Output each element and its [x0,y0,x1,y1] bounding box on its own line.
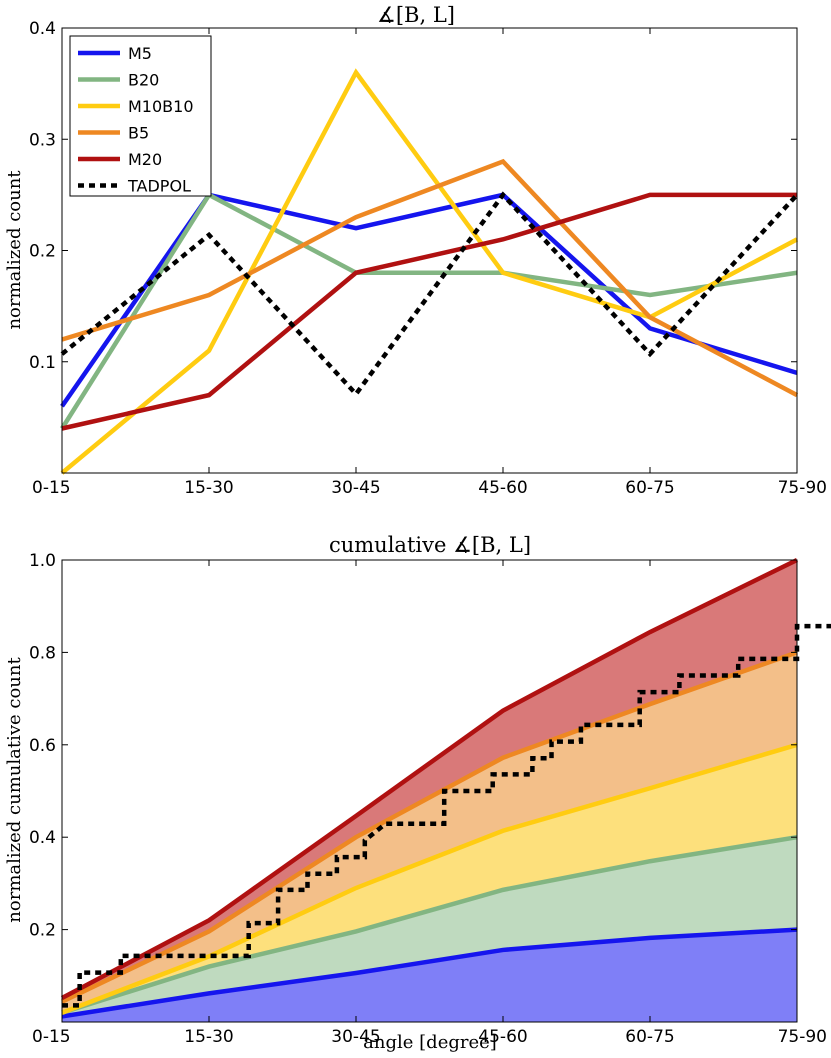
top-x-tick-label: 15-30 [184,478,233,498]
bottom-y-tick-label: 0.8 [29,643,56,663]
top-y-tick-labels: 0.1 0.2 0.3 0.4 [29,19,56,373]
top-plot-frame [61,27,798,474]
area-m5 [62,929,797,1022]
top-y-axis-label: normalized count [4,170,25,330]
bottom-series-m20 [60,557,798,1000]
legend-label-m5: M5 [128,44,152,63]
legend: M5 B20 M10B10 B5 M20 TADPOL [69,35,212,197]
top-y-tick-label: 0.4 [29,19,56,39]
top-series-lines [60,68,799,475]
legend-label-b5: B5 [128,124,149,143]
bottom-tadpol-step [62,623,831,1008]
bottom-x-tick-label: 60-75 [625,1027,674,1047]
legend-label-m20: M20 [128,150,162,169]
top-y-tick-label: 0.2 [29,242,56,262]
top-x-tick-label: 45-60 [478,478,527,498]
top-chart-title: ∡[B, L] [377,3,455,27]
top-series-tadpol [60,191,799,398]
top-x-tick-label: 60-75 [625,478,674,498]
bottom-series-b5 [61,650,798,1004]
bottom-x-tick-labels: 0-15 15-30 30-45 45-60 60-75 75-90 [32,1027,827,1047]
bottom-y-tick-labels: 0.2 0.4 0.6 0.8 1.0 [29,551,56,941]
bottom-y-tick-label: 0.4 [29,828,56,848]
bottom-x-tick-label: 15-30 [184,1027,233,1047]
bottom-area-chart: cumulative ∡[B, L] normalized cumulative… [4,533,831,1053]
bottom-stacked-areas [62,560,797,1022]
top-x-tick-label: 75-90 [778,478,827,498]
bottom-y-tick-label: 0.2 [29,921,56,941]
top-series-m5 [60,192,798,408]
area-m20 [62,560,797,1002]
top-x-tick-labels: 0-15 15-30 30-45 45-60 60-75 75-90 [32,478,827,498]
bottom-y-tick-label: 1.0 [29,551,56,571]
top-series-m20 [61,192,797,431]
bottom-series-tadpol [62,623,831,1008]
legend-label-b20: B20 [128,71,159,90]
area-m10b10 [62,744,797,1013]
legend-frame [69,35,212,197]
bottom-series-m5 [61,927,798,1019]
area-b5 [62,652,797,1013]
top-series-m10b10 [60,68,799,475]
bottom-x-tick-label: 0-15 [32,1027,71,1047]
bottom-chart-title: cumulative ∡[B, L] [329,533,531,557]
area-b20 [62,837,797,1017]
bottom-y-tick-label: 0.6 [29,736,56,756]
top-series-b20 [60,191,798,430]
top-x-tick-label: 30-45 [331,478,380,498]
bottom-x-tick-label: 45-60 [478,1027,527,1047]
top-y-tick-label: 0.1 [29,353,56,373]
legend-label-m10b10: M10B10 [128,97,194,116]
bottom-x-axis-label: angle [degree] [363,1032,497,1053]
bottom-x-tick-label: 30-45 [331,1027,380,1047]
top-line-chart: ∡[B, L] normalized count 0-15 15-30 30-45 4… [4,3,827,498]
legend-label-tadpol: TADPOL [127,177,191,196]
bottom-series-b20 [61,834,798,1015]
top-x-tick-label: 0-15 [32,478,71,498]
bottom-y-axis-label: normalized cumulative count [4,657,25,923]
bottom-series-m10b10 [61,742,798,1015]
bottom-series-lines [60,557,798,1019]
top-y-tick-label: 0.3 [29,130,56,150]
bottom-plot-frame [61,559,798,1023]
bottom-x-tick-label: 75-90 [778,1027,827,1047]
